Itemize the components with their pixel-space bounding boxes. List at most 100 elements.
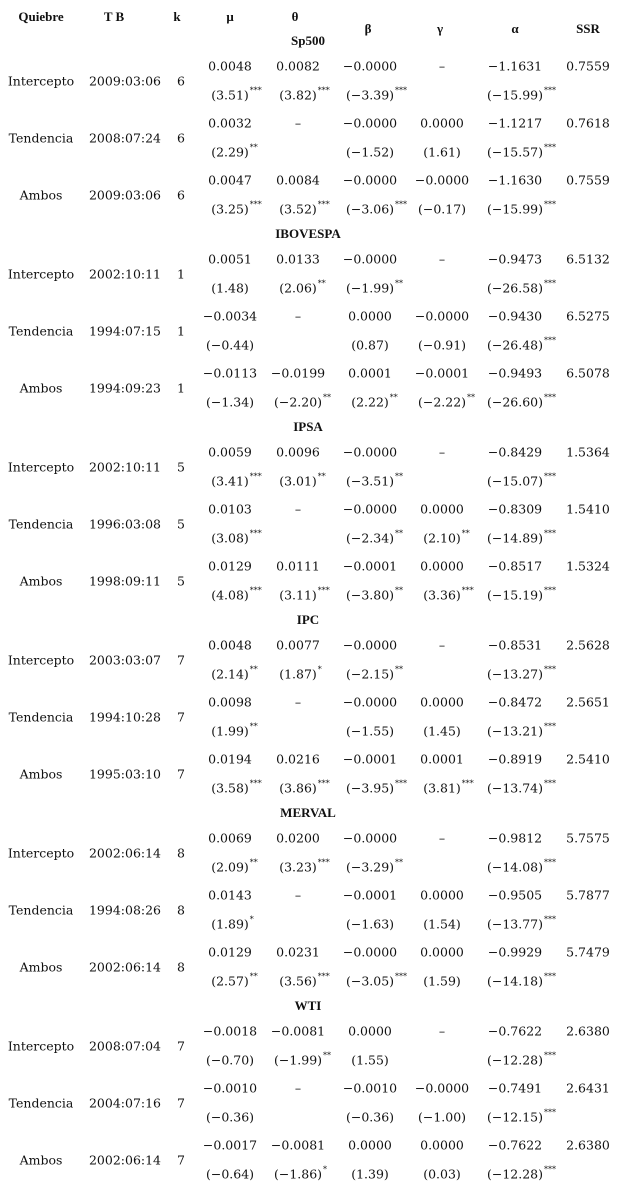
coefficient: 0.0143 — [208, 888, 252, 903]
t-stat: (1.89) — [211, 917, 249, 932]
t-stat: (−2.22) — [418, 395, 466, 410]
coefficient: −0.0000 — [343, 945, 397, 960]
coefficient: 0.0129 — [208, 559, 252, 574]
coefficient: 0.0000 — [420, 502, 464, 517]
significance: *** — [544, 1051, 556, 1060]
t-stat: (−3.29) — [346, 860, 394, 875]
t-stat: (1.59) — [423, 974, 461, 989]
t-stat: (1.61) — [423, 145, 461, 160]
significance: *** — [544, 665, 556, 674]
coefficient: 0.0001 — [420, 752, 464, 767]
ssr: 1.5410 — [566, 502, 610, 517]
significance: ** — [250, 972, 258, 981]
break-type: Tendencia — [9, 131, 74, 146]
coefficient: 0.0200 — [276, 831, 320, 846]
significance: *** — [395, 200, 407, 209]
lag-k: 8 — [177, 903, 185, 918]
significance: *** — [318, 779, 330, 788]
significance: *** — [250, 586, 262, 595]
t-stat: (3.82) — [279, 88, 317, 103]
coefficient: 0.0069 — [208, 831, 252, 846]
t-stat: (3.36) — [423, 588, 461, 603]
coefficient: 0.0000 — [420, 695, 464, 710]
t-stat: (−0.91) — [418, 338, 466, 353]
t-stat: (2.06) — [279, 281, 317, 296]
coefficient: −1.1631 — [488, 59, 542, 74]
t-stat: (0.03) — [423, 1167, 461, 1182]
col-header: θ — [292, 9, 299, 24]
coefficient: −0.0000 — [343, 59, 397, 74]
ssr: 2.6431 — [566, 1081, 610, 1096]
coefficient: −0.0081 — [271, 1024, 325, 1039]
significance: *** — [544, 472, 556, 481]
t-stat: (−26.60) — [487, 395, 543, 410]
t-stat: (3.52) — [279, 202, 317, 217]
significance: ** — [390, 393, 398, 402]
t-stat: (−3.05) — [346, 974, 394, 989]
significance: *** — [250, 472, 262, 481]
t-stat: (−0.64) — [206, 1167, 254, 1182]
break-date: 2002:10:11 — [89, 460, 161, 475]
t-stat: (−14.08) — [487, 860, 543, 875]
lag-k: 8 — [177, 846, 185, 861]
t-stat: (1.54) — [423, 917, 461, 932]
significance: ** — [395, 279, 403, 288]
group-title: IPSA — [293, 419, 323, 434]
t-stat: (−13.27) — [487, 667, 543, 682]
significance: *** — [544, 972, 556, 981]
break-type: Intercepto — [8, 653, 74, 668]
coefficient: −0.0000 — [343, 173, 397, 188]
significance: *** — [395, 779, 407, 788]
coefficient: 0.0000 — [348, 309, 392, 324]
t-stat: (1.48) — [211, 281, 249, 296]
break-date: 1994:10:28 — [89, 710, 161, 725]
t-stat: (−15.19) — [487, 588, 543, 603]
significance: ** — [395, 529, 403, 538]
significance: *** — [544, 586, 556, 595]
t-stat: (4.08) — [211, 588, 249, 603]
break-date: 2003:03:07 — [89, 653, 161, 668]
group-title: WTI — [295, 998, 322, 1013]
t-stat: (3.51) — [211, 88, 249, 103]
coefficient: −0.9812 — [488, 831, 542, 846]
break-type: Tendencia — [9, 324, 74, 339]
significance: *** — [544, 336, 556, 345]
col-header: γ — [436, 21, 443, 36]
coefficient: – — [439, 445, 445, 460]
break-type: Intercepto — [8, 846, 74, 861]
lag-k: 7 — [177, 1096, 185, 1111]
t-stat: (1.87) — [279, 667, 317, 682]
significance: *** — [544, 1165, 556, 1174]
t-stat: (−15.99) — [487, 88, 543, 103]
significance: *** — [250, 200, 262, 209]
significance: *** — [318, 972, 330, 981]
coefficient: −0.8309 — [488, 502, 542, 517]
significance: *** — [395, 972, 407, 981]
col-header: k — [173, 9, 181, 24]
coefficient: −0.0001 — [343, 559, 397, 574]
t-stat: (3.08) — [211, 531, 249, 546]
break-date: 1995:03:10 — [89, 767, 161, 782]
significance: *** — [544, 86, 556, 95]
ssr: 2.6380 — [566, 1138, 610, 1153]
t-stat: (2.10) — [423, 531, 461, 546]
col-header: μ — [226, 9, 234, 24]
coefficient: 0.0032 — [208, 116, 252, 131]
coefficient: −0.0113 — [203, 366, 257, 381]
t-stat: (−14.18) — [487, 974, 543, 989]
lag-k: 7 — [177, 1039, 185, 1054]
coefficient: 0.0047 — [208, 173, 252, 188]
t-stat: (−2.15) — [346, 667, 394, 682]
ssr: 0.7559 — [566, 59, 610, 74]
coefficient: – — [439, 59, 445, 74]
significance: *** — [544, 779, 556, 788]
t-stat: (3.01) — [279, 474, 317, 489]
coefficient: −1.1217 — [488, 116, 542, 131]
t-stat: (−1.63) — [346, 917, 394, 932]
coefficient: 0.0000 — [348, 1024, 392, 1039]
ssr: 2.5628 — [566, 638, 610, 653]
coefficient: – — [295, 695, 301, 710]
t-stat: (−12.28) — [487, 1167, 543, 1182]
t-stat: (−15.99) — [487, 202, 543, 217]
coefficient: 0.0082 — [276, 59, 320, 74]
